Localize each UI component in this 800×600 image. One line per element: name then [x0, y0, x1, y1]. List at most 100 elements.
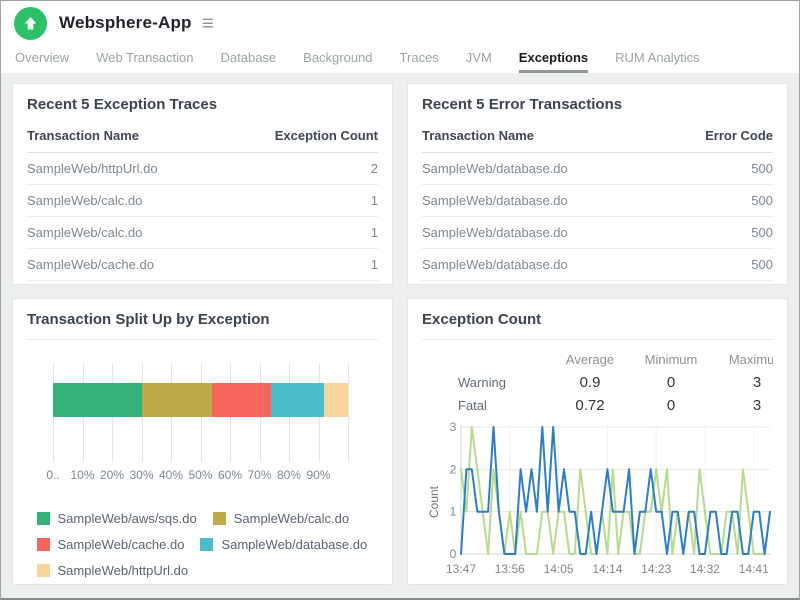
stats-maximum: 3: [712, 394, 773, 417]
bar-segment[interactable]: [53, 383, 142, 417]
stats-average: 0.72: [550, 394, 630, 417]
panel-title: Recent 5 Exception Traces: [27, 96, 378, 113]
series-line-fatal: [461, 427, 770, 554]
transaction-name: SampleWeb/database.do: [422, 249, 661, 281]
legend-label: SampleWeb/database.do: [221, 537, 367, 552]
line-chart-svg: 012313:4713:5614:0514:1414:2314:3214:41: [434, 421, 778, 579]
stats-minimum: 0: [630, 394, 712, 417]
stats-maximum: 3: [712, 371, 773, 394]
exception-count: 1: [232, 281, 378, 286]
tab-rum-analytics[interactable]: RUM Analytics: [615, 45, 700, 73]
exception-stats-table: Average Minimum Maximum Warning 0.9 0 3 …: [422, 346, 773, 417]
legend-item[interactable]: SampleWeb/database.do: [200, 537, 367, 552]
tab-background[interactable]: Background: [303, 45, 372, 73]
bar-segment[interactable]: [324, 383, 348, 417]
table-row: SampleWeb/database.do 500: [422, 249, 773, 281]
column-header-exception-count: Exception Count: [232, 118, 378, 153]
stats-empty-header: [422, 346, 550, 371]
y-axis-title: Count: [427, 482, 441, 522]
x-tick-label: 14:32: [690, 562, 720, 576]
bar-segment[interactable]: [271, 383, 324, 417]
split-bar-axis: 0..10%20%30%40%50%60%70%80%90%: [53, 468, 348, 484]
dashboard-content: Recent 5 Exception Traces Transaction Na…: [1, 73, 799, 585]
app-title: Websphere-App: [59, 13, 192, 33]
tab-database[interactable]: Database: [221, 45, 277, 73]
transaction-name: SampleWeb/calc.do: [27, 185, 232, 217]
exception-count: 1: [232, 249, 378, 281]
tab-traces[interactable]: Traces: [400, 45, 439, 73]
table-row: SampleWeb/calc.do 1: [27, 185, 378, 217]
legend-swatch-icon: [213, 512, 226, 525]
x-tick-label: 13:56: [495, 562, 525, 576]
split-bar-legend: SampleWeb/aws/sqs.do SampleWeb/calc.do Sam…: [37, 511, 369, 578]
table-header-row: Transaction Name Error Code: [422, 118, 773, 153]
panel-title: Recent 5 Error Transactions: [422, 96, 773, 113]
stats-row-fatal: Fatal 0.72 0 3: [422, 394, 773, 417]
exception-count: 1: [232, 185, 378, 217]
error-code: 500: [661, 217, 773, 249]
tab-exceptions[interactable]: Exceptions: [519, 45, 588, 73]
tab-bar: Overview Web Transaction Database Backgr…: [1, 45, 799, 73]
legend-label: SampleWeb/calc.do: [234, 511, 349, 526]
stats-label: Fatal: [422, 394, 550, 417]
table-row: SampleWeb/database.do 500: [422, 217, 773, 249]
bar-segment[interactable]: [212, 383, 271, 417]
bar-axis-label: 10%: [70, 468, 94, 482]
legend-label: SampleWeb/httpUrl.do: [58, 563, 189, 578]
error-code: 500: [661, 281, 773, 286]
panel-title: Transaction Split Up by Exception: [27, 311, 378, 328]
bar-segment[interactable]: [142, 383, 213, 417]
stats-header-maximum: Maximum: [712, 346, 773, 371]
hamburger-menu-icon[interactable]: ≡: [202, 13, 214, 34]
transaction-name: SampleWeb/database.do: [27, 281, 232, 286]
legend-item[interactable]: SampleWeb/calc.do: [213, 511, 349, 526]
bar-axis-label: 0..: [46, 468, 59, 482]
exception-traces-table: Transaction Name Exception Count SampleW…: [27, 118, 378, 285]
panel-error-transactions: Recent 5 Error Transactions Transaction …: [407, 83, 788, 285]
stats-header-average: Average: [550, 346, 630, 371]
split-bar-plot: [53, 363, 348, 462]
panel-title: Exception Count: [422, 311, 773, 328]
app-status-icon: [14, 7, 47, 40]
divider: [422, 339, 773, 340]
tab-web-transaction[interactable]: Web Transaction: [96, 45, 193, 73]
bar-gridline: [348, 363, 349, 462]
transaction-name: SampleWeb/httpUrl.do: [27, 153, 232, 185]
stats-header-minimum: Minimum: [630, 346, 712, 371]
bar-axis-label: 20%: [100, 468, 124, 482]
legend-item[interactable]: SampleWeb/httpUrl.do: [37, 563, 189, 578]
x-tick-label: 14:05: [544, 562, 574, 576]
stats-row-warning: Warning 0.9 0 3: [422, 371, 773, 394]
legend-item[interactable]: SampleWeb/cache.do: [37, 537, 185, 552]
bar-axis-label: 80%: [277, 468, 301, 482]
bar-axis-label: 40%: [159, 468, 183, 482]
legend-label: SampleWeb/cache.do: [58, 537, 185, 552]
up-arrow-icon: [23, 16, 38, 31]
transaction-name: SampleWeb/calc.do: [27, 217, 232, 249]
legend-swatch-icon: [37, 512, 50, 525]
error-code: 500: [661, 153, 773, 185]
legend-swatch-icon: [37, 538, 50, 551]
bar-axis-label: 30%: [129, 468, 153, 482]
legend-item[interactable]: SampleWeb/aws/sqs.do: [37, 511, 197, 526]
bar-axis-label: 60%: [218, 468, 242, 482]
table-row: SampleWeb/database.do 500: [422, 153, 773, 185]
x-tick-label: 14:41: [739, 562, 769, 576]
stats-minimum: 0: [630, 371, 712, 394]
table-header-row: Transaction Name Exception Count: [27, 118, 378, 153]
stacked-bar: [53, 383, 348, 417]
exception-stats-clip: Average Minimum Maximum Warning 0.9 0 3 …: [422, 346, 773, 417]
transaction-name: SampleWeb/database.do: [422, 153, 661, 185]
table-row: SampleWeb/cache.do 1: [27, 249, 378, 281]
legend-swatch-icon: [200, 538, 213, 551]
bar-axis-label: 90%: [306, 468, 330, 482]
column-header-error-code: Error Code: [661, 118, 773, 153]
table-row: SampleWeb/database.do 500: [422, 281, 773, 286]
transaction-name: SampleWeb/database.do: [422, 217, 661, 249]
bar-axis-label: 70%: [247, 468, 271, 482]
tab-overview[interactable]: Overview: [15, 45, 69, 73]
y-tick-label: 2: [450, 462, 457, 476]
legend-swatch-icon: [37, 564, 50, 577]
transaction-name: SampleWeb/database.do: [422, 281, 661, 286]
tab-jvm[interactable]: JVM: [466, 45, 492, 73]
